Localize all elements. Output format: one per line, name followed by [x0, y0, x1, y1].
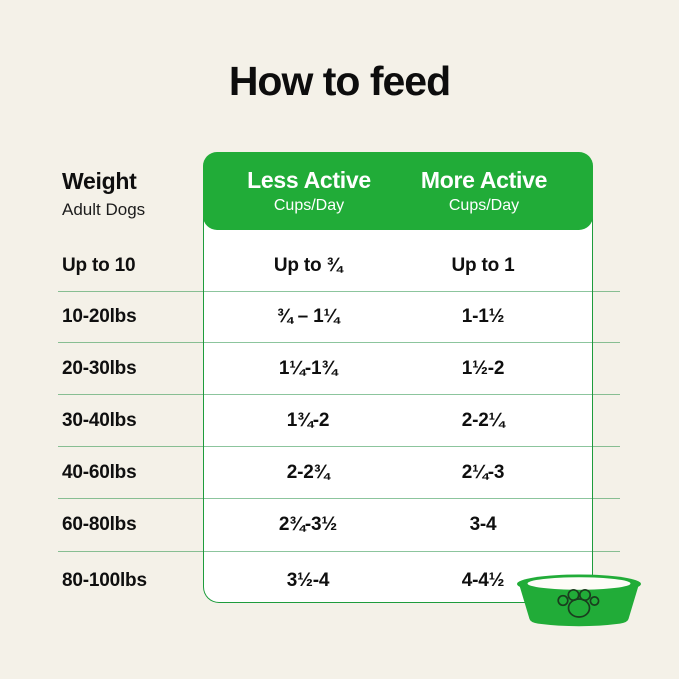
row-less-active: 1¼-1¾	[278, 357, 338, 379]
column-label: Less Active	[247, 167, 371, 193]
table-row: 40-60lbs 2-2¾ 2¼-3	[58, 447, 620, 499]
row-more-active: 2¼-3	[461, 461, 505, 483]
row-weight: 40-60lbs	[62, 461, 137, 483]
table-header: Less Active Cups/Day More Active Cups/Da…	[203, 152, 593, 230]
row-weight: Up to 10	[62, 255, 136, 276]
row-weight: 10-20lbs	[62, 306, 137, 327]
table-row: 10-20lbs ¾ – 1¼ 1-1½	[58, 292, 620, 343]
table-row: 30-40lbs 1¾-2 2-2¼	[58, 395, 620, 447]
table-row: 80-100lbs 3½-4 4-4½	[58, 552, 620, 609]
dog-bowl-icon	[517, 574, 641, 627]
row-weight: 30-40lbs	[62, 409, 137, 431]
row-less-active: Up to ¾	[273, 255, 343, 276]
row-more-active: 3-4	[469, 514, 497, 535]
row-more-active: 1-1½	[461, 306, 505, 327]
table-row: 60-80lbs 2¾-3½ 3-4	[58, 499, 620, 552]
row-less-active: 1¾-2	[286, 409, 330, 431]
column-header-more-active: More Active Cups/Day	[375, 152, 593, 230]
weight-header-label: Weight	[62, 168, 137, 194]
column-header-less-active: Less Active Cups/Day	[203, 152, 415, 230]
row-weight: 20-30lbs	[62, 357, 137, 379]
table-body: Up to 10 Up to ¾ Up to 1 10-20lbs ¾ – 1¼…	[58, 241, 620, 609]
row-less-active: 2-2¾	[286, 461, 330, 483]
weight-column-header: Weight Adult Dogs	[62, 168, 145, 220]
row-more-active: Up to 1	[451, 255, 515, 276]
page-title: How to feed	[228, 58, 451, 104]
row-more-active: 2-2¼	[461, 409, 505, 431]
column-sublabel: Cups/Day	[448, 197, 520, 214]
row-more-active: 4-4½	[461, 569, 505, 591]
weight-header-sublabel: Adult Dogs	[62, 200, 146, 219]
row-more-active: 1½-2	[461, 357, 505, 379]
row-less-active: 3½-4	[286, 569, 330, 591]
table-row: Up to 10 Up to ¾ Up to 1	[58, 241, 620, 292]
table-row: 20-30lbs 1¼-1¾ 1½-2	[58, 343, 620, 395]
column-label: More Active	[420, 167, 548, 193]
row-weight: 80-100lbs	[62, 569, 147, 591]
row-weight: 60-80lbs	[62, 514, 137, 535]
column-sublabel: Cups/Day	[273, 197, 345, 214]
row-less-active: ¾ – 1¼	[276, 306, 340, 327]
paw-print-icon	[557, 588, 600, 618]
row-less-active: 2¾-3½	[278, 514, 338, 535]
table-panel	[203, 196, 593, 603]
